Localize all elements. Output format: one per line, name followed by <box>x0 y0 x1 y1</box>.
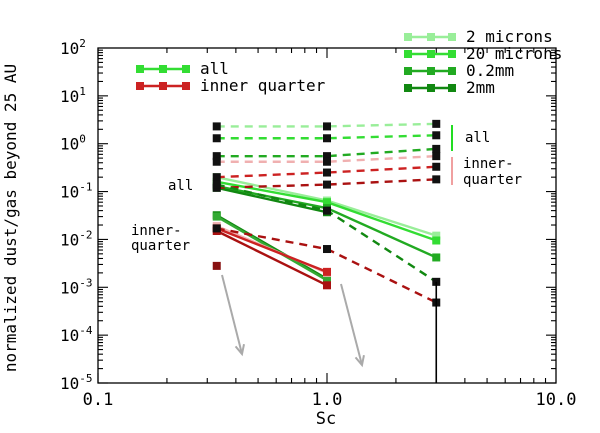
y-tick-label: 10-2 <box>60 228 93 249</box>
trend-arrowhead <box>354 354 365 368</box>
legend-marker <box>427 67 435 75</box>
legend-marker <box>182 65 190 73</box>
series-line <box>216 147 437 158</box>
data-marker <box>432 131 441 140</box>
data-marker <box>212 122 221 131</box>
data-marker <box>323 168 331 177</box>
series-line <box>216 122 437 128</box>
data-marker <box>212 212 221 221</box>
legend-marker <box>448 50 456 58</box>
x-tick-label: 10.0 <box>536 390 577 410</box>
y-tick-label: 102 <box>60 37 86 58</box>
legend-marker <box>404 67 412 75</box>
trend-arrow <box>340 283 363 366</box>
legend-label: 20 microns <box>466 44 562 63</box>
legend-marker <box>136 65 144 73</box>
series-line <box>216 165 437 179</box>
x-axis-label: Sc <box>316 409 336 429</box>
legend-label: all <box>200 59 229 78</box>
data-marker <box>323 198 331 207</box>
trend-arrow <box>221 274 243 355</box>
annotation-all-left: all <box>168 178 193 194</box>
data-marker <box>432 253 441 262</box>
data-marker <box>432 231 441 240</box>
data-marker <box>323 206 331 215</box>
legend-marker <box>404 50 412 58</box>
data-marker <box>432 236 441 245</box>
legend-marker <box>182 82 190 90</box>
annotation-inner-left-2: quarter <box>131 238 190 254</box>
data-marker <box>432 144 441 153</box>
data-marker <box>212 180 221 189</box>
data-marker <box>432 175 441 184</box>
series-line <box>216 186 328 214</box>
legend-marker <box>427 33 435 41</box>
y-tick-label: 101 <box>60 85 86 106</box>
arrows <box>221 274 365 368</box>
annotation-inner-right-1: inner- <box>463 156 514 172</box>
data-marker <box>323 276 331 285</box>
axes: 0.1 1.0 10.0 102 101 100 10-1 10-2 10-3 10-4 10-5 <box>60 37 576 410</box>
annotation-inner-right-2: quarter <box>463 172 522 188</box>
data-marker <box>432 152 441 161</box>
legend-marker <box>427 50 435 58</box>
annotation-inner-left-1: inner- <box>131 223 182 239</box>
data-marker <box>432 119 441 128</box>
legend-marker <box>136 82 144 90</box>
series-line <box>216 178 437 189</box>
y-tick-label: 10-3 <box>60 276 93 297</box>
y-tick-label: 10-1 <box>60 181 93 202</box>
legend-label: inner quarter <box>200 76 326 95</box>
annotation-all-right: all <box>465 130 490 146</box>
data-marker <box>212 152 221 161</box>
data-marker <box>323 152 331 161</box>
legend-marker <box>159 82 167 90</box>
legend-label: 2mm <box>466 78 495 97</box>
data-marker <box>432 162 441 171</box>
data-marker <box>323 122 331 131</box>
legend-marker <box>448 84 456 92</box>
series-lines <box>212 119 441 383</box>
legend-marker <box>448 67 456 75</box>
y-tick-label: 100 <box>60 133 86 154</box>
trend-arrowhead <box>234 344 245 357</box>
data-marker <box>212 134 221 143</box>
legend-label: 2 microns <box>466 27 553 46</box>
legend-marker <box>448 33 456 41</box>
series-line <box>216 154 437 163</box>
legend-marker <box>159 65 167 73</box>
data-marker <box>212 261 221 270</box>
y-tick-label: 10-4 <box>60 324 93 345</box>
data-marker <box>212 157 221 166</box>
data-marker <box>212 173 221 182</box>
legend-marker <box>404 33 412 41</box>
legend-label: 0.2mm <box>466 61 514 80</box>
data-marker <box>323 267 331 276</box>
series-line <box>216 229 328 287</box>
x-tick-label: 0.1 <box>83 390 114 410</box>
x-tick-label: 1.0 <box>312 390 343 410</box>
data-marker <box>323 281 331 290</box>
legend-marker <box>427 84 435 92</box>
data-marker <box>323 180 331 189</box>
y-tick-label: 10-5 <box>60 372 93 393</box>
data-marker <box>323 134 331 143</box>
series-line <box>216 134 437 140</box>
data-marker <box>323 245 331 254</box>
data-marker <box>212 224 221 233</box>
data-marker <box>323 157 331 166</box>
legend-marker <box>404 84 412 92</box>
y-axis-label: normalized dust/gas beyond 25 AU <box>1 64 20 372</box>
series-line <box>216 227 328 273</box>
